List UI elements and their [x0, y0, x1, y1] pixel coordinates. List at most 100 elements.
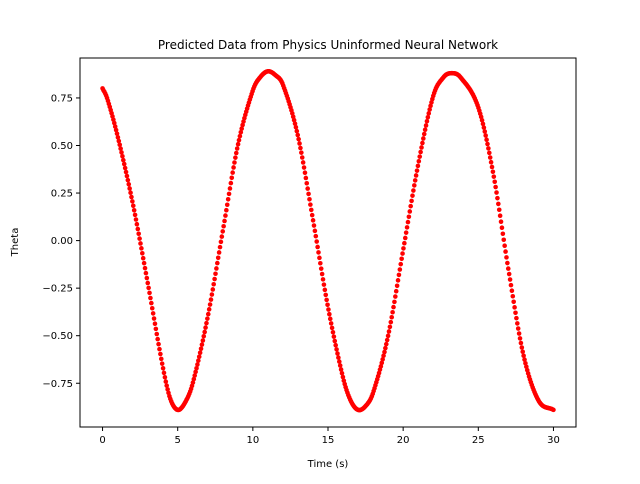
data-point	[112, 124, 118, 129]
data-point	[508, 282, 514, 288]
data-point	[163, 379, 169, 384]
data-point	[221, 223, 226, 229]
data-point	[295, 132, 301, 138]
data-point	[138, 241, 143, 246]
data-point	[323, 292, 329, 298]
data-point	[390, 309, 395, 315]
data-point	[155, 336, 160, 342]
data-point	[485, 141, 490, 147]
data-point	[165, 387, 170, 392]
data-point	[495, 195, 500, 201]
data-point	[421, 136, 426, 141]
x-tick-label: 0	[99, 435, 105, 446]
data-point	[378, 364, 384, 369]
data-point	[487, 155, 493, 160]
data-point	[483, 133, 488, 138]
data-point	[499, 225, 505, 231]
data-point	[149, 305, 155, 311]
data-point	[427, 107, 432, 112]
data-point	[338, 367, 344, 372]
data-point	[337, 363, 343, 368]
data-point	[164, 383, 169, 388]
data-point	[419, 145, 424, 150]
y-tick-label: −0.50	[42, 331, 73, 342]
data-point	[229, 175, 235, 181]
data-point	[154, 331, 160, 337]
data-point	[230, 170, 235, 175]
data-point	[294, 128, 300, 134]
data-point	[339, 370, 345, 376]
data-point	[318, 266, 324, 271]
data-point	[500, 231, 506, 237]
data-point	[203, 325, 208, 330]
data-point	[395, 278, 401, 283]
data-point	[425, 114, 431, 120]
data-point	[421, 131, 427, 137]
data-point	[223, 213, 228, 218]
data-point	[519, 345, 525, 350]
data-point	[337, 359, 342, 364]
data-point	[121, 161, 127, 167]
y-tick-label: 0.75	[51, 93, 73, 104]
data-point	[509, 288, 515, 293]
data-point	[403, 230, 409, 235]
data-point	[428, 103, 433, 109]
data-point	[123, 169, 129, 175]
data-point	[308, 207, 314, 213]
data-point	[150, 311, 156, 316]
data-point	[515, 321, 520, 326]
data-point	[114, 131, 120, 136]
data-point	[324, 297, 329, 303]
data-point	[210, 287, 216, 292]
data-point	[224, 202, 230, 208]
data-point	[383, 341, 389, 347]
data-point	[317, 255, 322, 261]
data-point	[228, 180, 234, 186]
data-point	[399, 256, 404, 262]
data-point	[388, 319, 394, 325]
data-point	[297, 141, 302, 146]
data-point	[118, 146, 123, 151]
y-tick-label: −0.75	[42, 379, 73, 390]
data-point	[314, 239, 320, 244]
data-point	[310, 218, 316, 223]
data-point	[507, 277, 513, 282]
data-point	[409, 198, 414, 204]
data-point	[322, 287, 328, 293]
data-point	[405, 219, 411, 225]
data-point	[148, 295, 153, 301]
data-point	[393, 288, 399, 294]
data-point	[130, 199, 135, 204]
data-point	[512, 305, 517, 310]
data-point	[420, 140, 425, 146]
data-point	[161, 370, 167, 376]
data-point	[511, 299, 516, 305]
data-point	[192, 373, 198, 378]
data-point	[401, 246, 406, 251]
data-point	[404, 225, 410, 230]
data-point	[398, 261, 404, 267]
data-point	[333, 342, 338, 348]
data-point	[162, 375, 168, 380]
data-point	[231, 165, 236, 170]
data-point	[306, 191, 311, 197]
data-point	[216, 250, 222, 255]
data-point	[194, 365, 199, 371]
data-point	[200, 338, 206, 343]
data-point	[196, 358, 201, 363]
data-point	[423, 123, 429, 128]
data-point	[392, 299, 397, 305]
data-point	[133, 217, 139, 222]
data-point	[206, 307, 212, 312]
data-point	[315, 244, 320, 250]
data-point	[226, 191, 232, 197]
data-point	[160, 366, 166, 371]
x-tick-label: 15	[322, 435, 335, 446]
data-point	[121, 157, 126, 163]
y-tick-label: 0.50	[51, 141, 73, 152]
data-point	[296, 136, 301, 142]
data-point	[400, 251, 405, 256]
data-point	[234, 146, 240, 151]
data-point	[304, 180, 310, 186]
